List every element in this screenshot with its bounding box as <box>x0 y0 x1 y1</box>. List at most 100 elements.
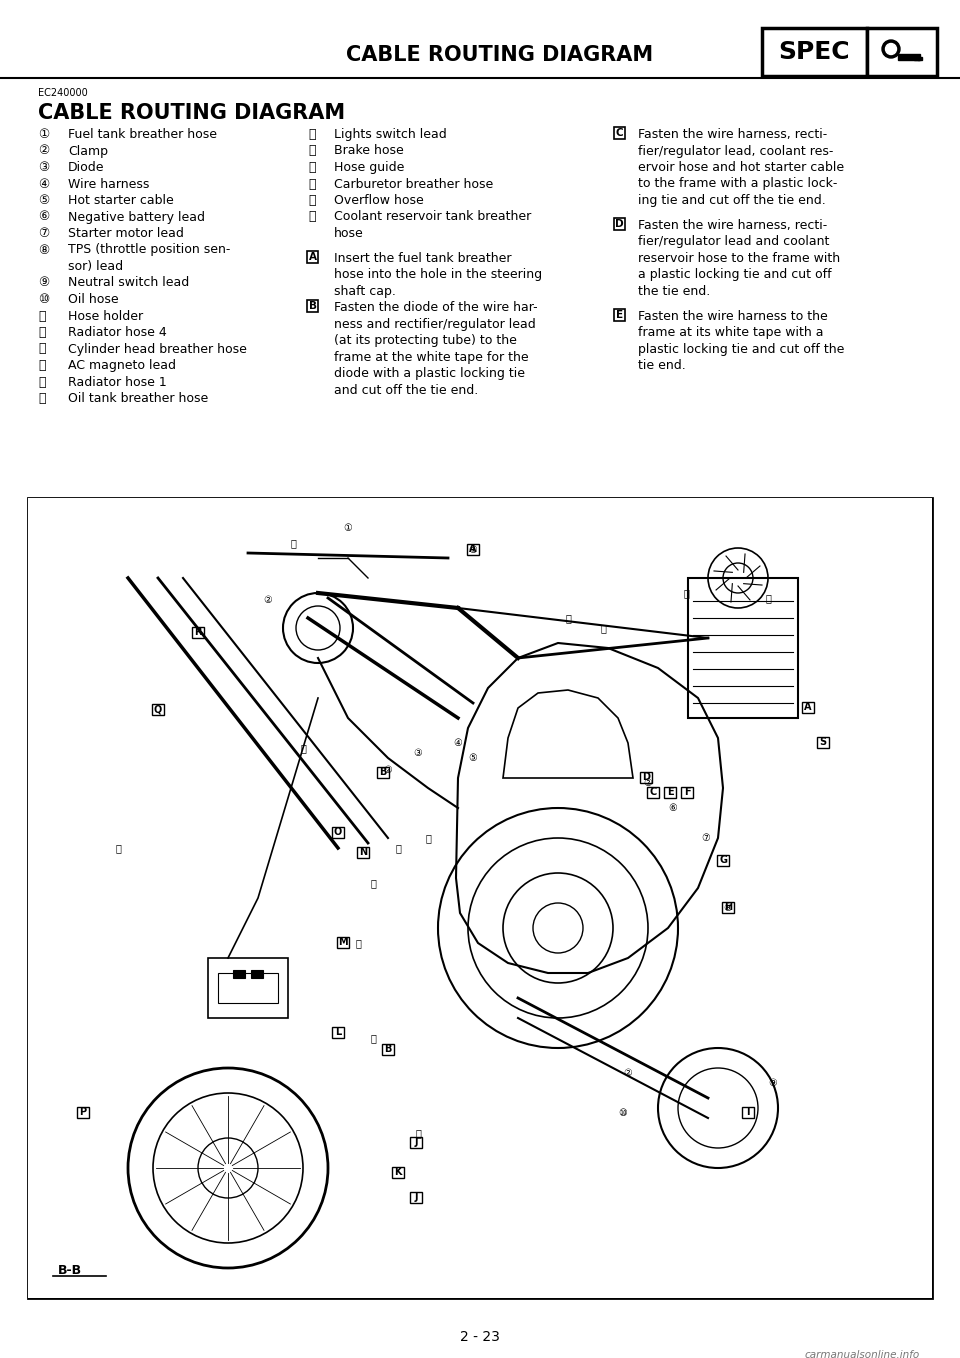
Bar <box>307 300 318 312</box>
Text: Oil tank breather hose: Oil tank breather hose <box>68 392 208 405</box>
Text: Brake hose: Brake hose <box>334 144 404 158</box>
Text: ⑬: ⑬ <box>38 342 45 356</box>
Bar <box>914 56 919 60</box>
Text: C: C <box>615 128 623 139</box>
Text: Starter motor lead: Starter motor lead <box>68 227 184 240</box>
Text: ②: ② <box>624 1067 633 1078</box>
Bar <box>152 703 164 716</box>
Bar <box>867 29 937 76</box>
Text: ⑵: ⑵ <box>308 210 316 224</box>
Bar <box>192 627 204 638</box>
Text: ⑦: ⑦ <box>702 832 710 843</box>
Text: fier/regulator lead, coolant res-: fier/regulator lead, coolant res- <box>638 144 833 158</box>
Bar <box>307 251 318 262</box>
Text: ⑲: ⑲ <box>290 538 296 549</box>
Text: reservoir hose to the frame with: reservoir hose to the frame with <box>638 251 840 265</box>
Bar <box>742 1107 754 1118</box>
Text: ⑬: ⑬ <box>355 938 361 948</box>
Text: ②: ② <box>264 595 273 606</box>
Text: a plastic locking tie and cut off: a plastic locking tie and cut off <box>638 269 831 281</box>
Text: Radiator hose 1: Radiator hose 1 <box>68 376 167 388</box>
Text: ⑰: ⑰ <box>300 743 306 752</box>
Text: ⑥: ⑥ <box>38 210 49 224</box>
Text: Fasten the wire harness to the: Fasten the wire harness to the <box>638 310 828 322</box>
Text: ⑳: ⑳ <box>600 623 606 633</box>
Text: ⑱: ⑱ <box>308 144 316 158</box>
Bar <box>410 1137 422 1148</box>
Text: ⑦: ⑦ <box>38 227 49 240</box>
Text: Hot starter cable: Hot starter cable <box>68 194 174 206</box>
Text: Overflow hose: Overflow hose <box>334 194 423 206</box>
Text: Carburetor breather hose: Carburetor breather hose <box>334 178 493 190</box>
Text: ①: ① <box>344 523 352 532</box>
Circle shape <box>885 43 897 54</box>
Text: 2 - 23: 2 - 23 <box>460 1329 500 1344</box>
Text: Wire harness: Wire harness <box>68 178 150 190</box>
Text: ness and rectifier/regulator lead: ness and rectifier/regulator lead <box>334 318 536 331</box>
Text: tie end.: tie end. <box>638 359 685 372</box>
Text: (at its protecting tube) to the: (at its protecting tube) to the <box>334 334 516 348</box>
Text: D: D <box>615 219 624 228</box>
Text: Cylinder head breather hose: Cylinder head breather hose <box>68 342 247 356</box>
Text: and cut off the tie end.: and cut off the tie end. <box>334 384 478 397</box>
Text: J: J <box>415 1137 418 1148</box>
Text: A: A <box>804 702 812 712</box>
Bar <box>332 827 344 838</box>
Text: G: G <box>719 856 727 865</box>
Text: ①: ① <box>38 128 49 141</box>
Text: ㉑: ㉑ <box>565 612 571 623</box>
Text: frame at its white tape with a: frame at its white tape with a <box>638 326 824 340</box>
Bar <box>28 498 932 1298</box>
Text: B: B <box>384 1044 392 1054</box>
Text: I: I <box>746 1107 750 1118</box>
Circle shape <box>882 39 900 58</box>
Text: CABLE ROUTING DIAGRAM: CABLE ROUTING DIAGRAM <box>347 45 654 65</box>
Text: A: A <box>469 545 477 554</box>
Text: ③: ③ <box>414 748 422 758</box>
Text: ㉒: ㉒ <box>765 593 771 603</box>
Bar <box>640 771 652 784</box>
Text: F: F <box>684 788 690 797</box>
Bar <box>218 972 278 1004</box>
Text: E: E <box>666 788 673 797</box>
Text: plastic locking tie and cut off the: plastic locking tie and cut off the <box>638 342 845 356</box>
Text: ⑯: ⑯ <box>425 832 431 843</box>
Bar <box>762 29 867 76</box>
Text: Hose guide: Hose guide <box>334 162 404 174</box>
Bar <box>898 54 920 60</box>
Bar <box>208 957 288 1018</box>
Text: hose into the hole in the steering: hose into the hole in the steering <box>334 269 542 281</box>
Text: Lights switch lead: Lights switch lead <box>334 128 446 141</box>
Text: fier/regulator lead and coolant: fier/regulator lead and coolant <box>638 235 829 249</box>
Text: ⑮: ⑮ <box>38 376 45 388</box>
Text: ②: ② <box>38 144 49 158</box>
Bar <box>614 217 625 230</box>
Text: ⑫: ⑫ <box>38 326 45 340</box>
Bar <box>722 902 734 913</box>
Text: ④: ④ <box>454 737 463 748</box>
Text: ②: ② <box>384 765 393 775</box>
Bar <box>337 937 349 948</box>
Text: ⑱: ⑱ <box>115 843 121 853</box>
Text: ⑧: ⑧ <box>724 903 732 913</box>
Text: ⑰: ⑰ <box>308 128 316 141</box>
Text: Hose holder: Hose holder <box>68 310 143 322</box>
Bar <box>918 57 922 60</box>
Text: Q: Q <box>154 703 162 714</box>
Text: ㉒: ㉒ <box>684 588 689 598</box>
Text: B: B <box>308 301 317 311</box>
Text: J: J <box>415 1192 418 1202</box>
Text: ①: ① <box>468 545 477 555</box>
Text: P: P <box>80 1107 86 1118</box>
Text: ⑪: ⑪ <box>38 310 45 322</box>
Text: Diode: Diode <box>68 162 105 174</box>
Bar <box>681 788 693 799</box>
Bar <box>614 128 625 139</box>
Text: N: N <box>359 847 367 857</box>
Text: ⑨: ⑨ <box>769 1078 778 1088</box>
Text: ⑮: ⑮ <box>396 843 401 853</box>
Bar <box>664 788 676 799</box>
Text: ⑪: ⑪ <box>415 1128 420 1138</box>
Bar <box>357 847 369 858</box>
Text: shaft cap.: shaft cap. <box>334 285 396 297</box>
